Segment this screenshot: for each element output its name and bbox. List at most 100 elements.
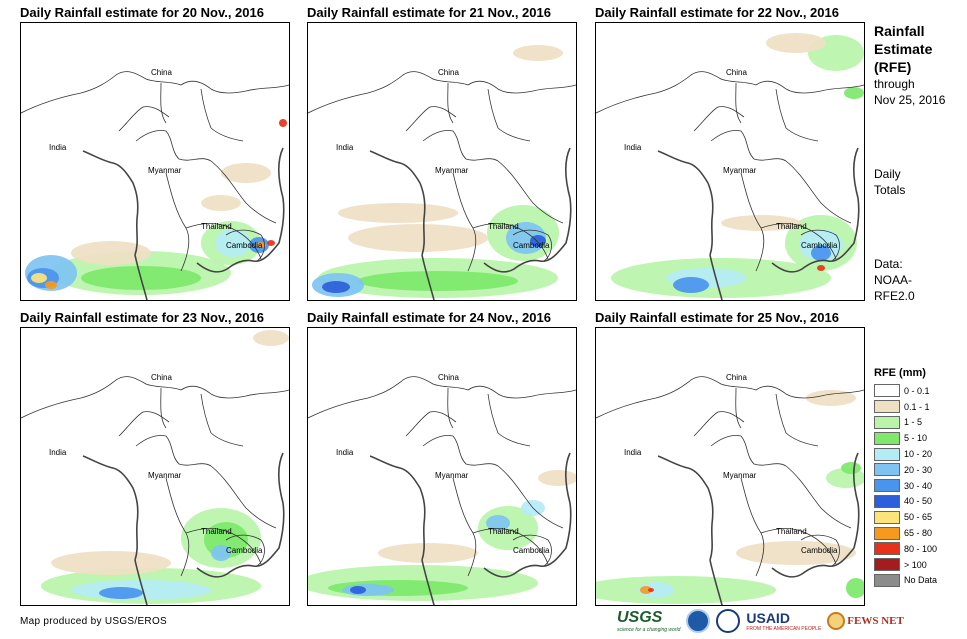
rain-area — [596, 576, 776, 604]
usaid-logo-text: USAID — [746, 610, 790, 626]
through-date: Nov 25, 2016 — [874, 93, 946, 107]
legend-label: 1 - 5 — [904, 417, 923, 428]
coastline — [853, 452, 859, 504]
legend-swatch — [874, 573, 900, 587]
country-border — [755, 385, 864, 399]
coastline — [657, 150, 714, 256]
rain-area — [45, 281, 57, 289]
rainfall-overlay — [25, 119, 287, 295]
legend-label: 40 - 50 — [904, 496, 933, 507]
panel-title: Daily Rainfall estimate for 24 Nov., 201… — [307, 310, 551, 325]
coastline — [134, 559, 148, 605]
rainfall-map: China India Myanmar Thailand Cambodia — [307, 22, 577, 301]
country-border — [775, 88, 819, 142]
legend-swatch — [874, 447, 900, 461]
map-label-thailand: Thailand — [776, 527, 807, 536]
rainfall-map: China India Myanmar Thailand Cambodia — [307, 327, 577, 606]
usgs-tagline: science for a changing world — [617, 627, 681, 633]
legend-swatch — [874, 558, 900, 572]
fewsnet-logo: FEWS NET — [827, 612, 904, 630]
country-border — [225, 229, 265, 262]
legend-label: 20 - 30 — [904, 464, 933, 475]
country-border — [512, 534, 552, 567]
country-border — [447, 387, 454, 429]
map-label-india: India — [624, 143, 642, 152]
rain-area — [71, 241, 151, 265]
rain-area — [486, 515, 510, 531]
rain-area — [673, 277, 709, 293]
legend-item: 5 - 10 — [874, 430, 937, 446]
country-border — [210, 465, 277, 529]
legend-label: 10 - 20 — [904, 449, 933, 460]
legend-swatch — [874, 384, 900, 398]
country-border — [472, 528, 549, 565]
country-border — [200, 88, 244, 142]
rain-area — [817, 265, 825, 271]
legend-label: 30 - 40 — [904, 480, 933, 491]
country-border — [185, 223, 262, 260]
legend-item: 20 - 30 — [874, 462, 937, 478]
rain-area — [201, 195, 241, 211]
map-label-india: India — [49, 448, 67, 457]
rain-area — [841, 462, 861, 474]
map-label-myanmar: Myanmar — [723, 471, 757, 480]
rain-area — [806, 390, 856, 406]
coastline — [278, 147, 284, 199]
rain-area — [51, 551, 171, 575]
country-border — [775, 393, 819, 447]
rain-area — [31, 273, 47, 283]
legend-swatch — [874, 542, 900, 556]
map-label-china: China — [151, 68, 172, 77]
coastline — [278, 452, 284, 504]
rain-area — [638, 582, 674, 598]
rainfall-map: China India Myanmar Thailand Cambodia — [20, 22, 290, 301]
rainfall-overlay — [308, 470, 576, 601]
map-label-myanmar: Myanmar — [723, 166, 757, 175]
map-label-cambodia: Cambodia — [226, 546, 263, 555]
country-borders — [21, 376, 289, 577]
map-label-india: India — [624, 448, 642, 457]
country-border — [487, 88, 531, 142]
map-label-china: China — [726, 68, 747, 77]
country-border — [467, 385, 576, 399]
legend-label: 50 - 65 — [904, 512, 933, 523]
coastline — [565, 452, 571, 504]
map-label-myanmar: Myanmar — [148, 166, 182, 175]
data-line: RFE2.0 — [874, 289, 915, 303]
coastline — [421, 254, 435, 300]
map-label-thailand: Thailand — [776, 222, 807, 231]
map-label-thailand: Thailand — [201, 222, 232, 231]
legend-swatch — [874, 479, 900, 493]
rain-area — [640, 586, 652, 594]
rain-area — [221, 163, 271, 183]
rain-area — [538, 470, 576, 486]
legend-label: 0 - 0.1 — [904, 385, 930, 396]
country-borders — [308, 376, 576, 577]
rainfall-overlay — [596, 390, 864, 604]
country-border — [735, 82, 742, 124]
rain-area — [513, 45, 563, 61]
rain-area — [253, 330, 289, 346]
coastline — [709, 254, 723, 300]
rain-area — [322, 281, 350, 293]
map-label-myanmar: Myanmar — [435, 471, 469, 480]
partner-logos: USGS science for a changing world USAID … — [617, 607, 904, 635]
through-label: through — [874, 77, 915, 91]
country-border — [21, 71, 182, 114]
country-border — [467, 80, 576, 94]
rain-area — [211, 545, 231, 561]
usaid-tagline: FROM THE AMERICAN PEOPLE — [746, 626, 822, 632]
coastlines — [369, 452, 572, 605]
map-label-myanmar: Myanmar — [148, 471, 182, 480]
legend-label: 5 - 10 — [904, 433, 928, 444]
country-border — [596, 71, 757, 114]
map-label-cambodia: Cambodia — [801, 241, 838, 250]
map-credit: Map produced by USGS/EROS — [20, 616, 168, 627]
panel-title: Daily Rainfall estimate for 23 Nov., 201… — [20, 310, 264, 325]
rain-area — [844, 87, 864, 99]
country-border — [497, 465, 564, 529]
data-line: Data: — [874, 257, 903, 271]
map-label-china: China — [438, 373, 459, 382]
country-border — [447, 82, 454, 124]
coastline — [82, 455, 139, 561]
